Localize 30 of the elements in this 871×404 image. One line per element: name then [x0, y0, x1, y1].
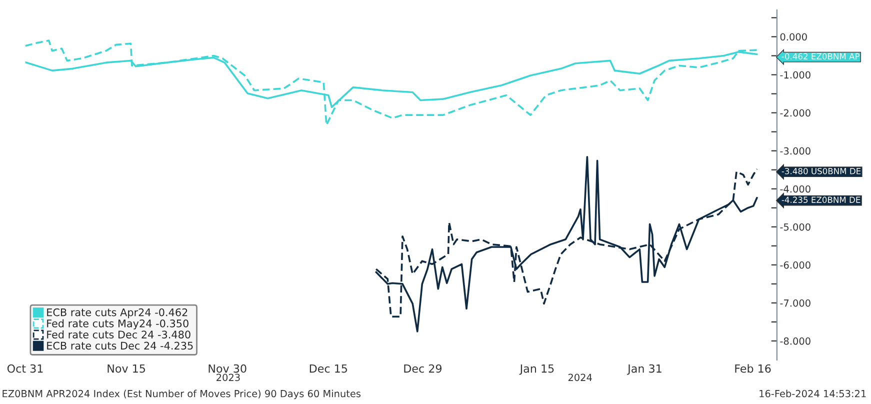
y-tick-label: 0.000 [780, 33, 807, 41]
line-series [375, 156, 758, 332]
x-tick-label: Nov 15 [108, 364, 146, 373]
y-tick-label: -2.000 [780, 109, 810, 117]
x-tick-label: Dec 29 [404, 364, 442, 373]
x-tick-label: Jan 15 [519, 364, 554, 375]
legend-label: Fed rate cuts Dec 24 -3.480 [47, 330, 190, 338]
y-tick-label: -6.000 [780, 261, 810, 269]
text: 2024 [568, 374, 592, 382]
text: EZ0BNM APR2024 Index (Est Number of Moves Price) 90 Days 60 Minutes [2, 390, 361, 400]
text: 2023 [216, 374, 240, 382]
legend-label: ECB rate cuts Dec 24 -4.235 [47, 342, 193, 350]
text: -0.462 EZ0BNM AP [782, 53, 860, 60]
x-tick-label: Feb 16 [735, 364, 771, 373]
text: 16-Feb-2024 14:53:21 [760, 390, 866, 398]
y-tick-label: -5.000 [780, 223, 810, 231]
legend-label: Fed rate cuts May24 -0.350 [47, 319, 188, 330]
text: -4.235 EZ0BNM DE [782, 196, 860, 203]
y-tick-label: -8.000 [780, 337, 810, 345]
y-tick-label: -7.000 [780, 299, 810, 307]
y-tick-label: -1.000 [780, 71, 810, 79]
legend-label: ECB rate cuts Apr24 -0.462 [47, 308, 188, 318]
x-tick-label: Nov 30 [208, 364, 246, 373]
x-tick-label: Oct 31 [7, 364, 43, 373]
y-tick-label: -3.000 [780, 147, 810, 155]
x-tick-label: Dec 15 [310, 364, 348, 373]
x-tick-label: Jan 31 [627, 364, 662, 375]
line-series [25, 40, 758, 126]
text: -3.480 US0BNM DE [782, 168, 861, 174]
y-tick-label: -4.000 [780, 185, 810, 193]
